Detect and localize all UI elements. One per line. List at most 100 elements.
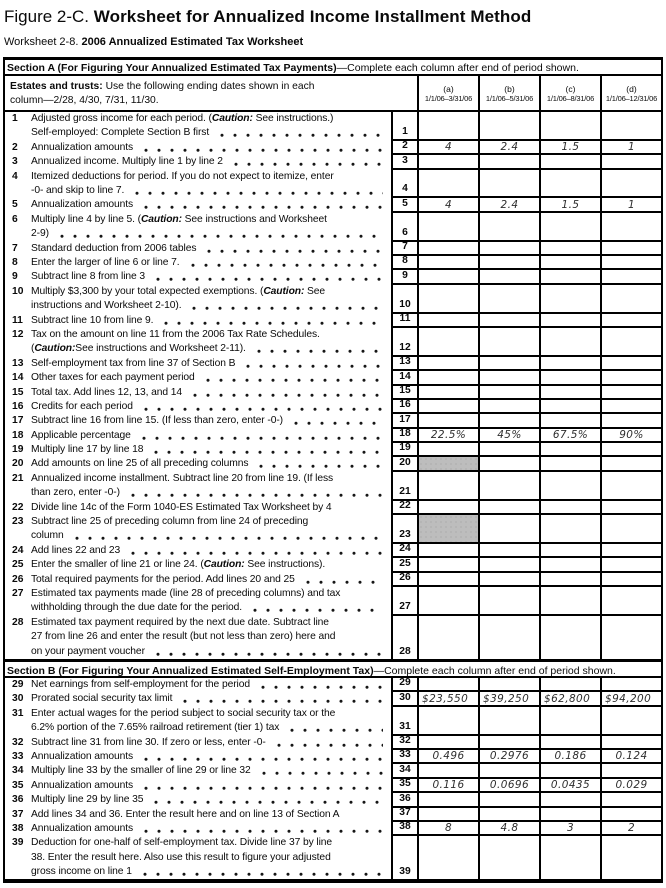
line-number-grid: 32 [391, 735, 419, 750]
line-22-description: 22 Divide line 14c of the Form 1040-ES Es… [5, 501, 391, 515]
dot-leader [255, 457, 383, 472]
line-19-description: 19 Multiply line 17 by line 18 [5, 443, 391, 458]
cell-line38-d: 2 [600, 821, 661, 837]
line-18-description: 18 Applicable percentage [5, 428, 391, 444]
preprinted-value: 2.4 [500, 198, 519, 211]
cell-line24-a [419, 544, 478, 559]
line-number-grid: 36 [391, 793, 419, 808]
line-number: 21 [12, 472, 24, 484]
cell-line13-c [539, 356, 600, 372]
cell-line1-a [419, 112, 478, 141]
cell-line30-c: $62,800 [539, 692, 600, 707]
cell-line10-d [600, 284, 661, 314]
cell-line39-c [539, 836, 600, 880]
line-13-description: 13 Self-employment tax from line 37 of Se… [5, 356, 391, 372]
line-24-description: 24 Add lines 22 and 23 [5, 543, 391, 559]
column-header-a: (a) 1/1/06–3/31/06 [417, 76, 478, 110]
worksheet-line-17: 17 Subtract line 16 from line 15. (If les… [5, 414, 661, 429]
cell-line9-c [539, 270, 600, 285]
cell-line31-b [478, 706, 539, 736]
cell-line12-d [600, 327, 661, 357]
line-number-grid: 23 [391, 515, 419, 544]
cell-line10-a [419, 285, 478, 314]
cell-line21-b [478, 471, 539, 501]
line-number: 32 [12, 736, 24, 748]
cell-line5-b: 2.4 [478, 198, 539, 213]
cell-line6-c [539, 212, 600, 242]
dot-leader [256, 677, 383, 693]
cell-line33-a: 0.496 [419, 750, 478, 765]
cell-line11-d [600, 313, 661, 328]
column-header-b: (b) 1/1/06–5/31/06 [478, 76, 539, 110]
line-number-grid: 15 [391, 385, 419, 400]
line-number-grid: 12 [391, 327, 419, 357]
preprinted-value: 1.5 [561, 140, 580, 153]
cell-line36-c [539, 793, 600, 808]
preprinted-value: 4.8 [500, 822, 519, 835]
line-number-grid: 17 [391, 414, 419, 429]
figure-title: Worksheet for Annualized Income Installm… [93, 7, 532, 26]
cell-line16-d [600, 399, 661, 415]
line-number-grid: 21 [391, 471, 419, 501]
preprinted-value: 0.029 [615, 778, 648, 791]
cell-line33-d: 0.124 [600, 749, 661, 765]
line-10-description: 10 Multiply $3,300 by your total expected… [5, 285, 391, 314]
line-number: 33 [12, 750, 24, 762]
line-39-description: 39 Deduction for one-half of self-employm… [5, 836, 391, 880]
cell-line17-d [600, 414, 661, 429]
cell-line35-d: 0.029 [600, 778, 661, 794]
line-12-description: 12 Tax on the amount on line 11 from the … [5, 328, 391, 357]
column-period: 1/1/06–8/31/06 [546, 93, 595, 103]
line-number: 37 [12, 808, 24, 820]
dot-leader [189, 385, 383, 400]
cell-line1-b [478, 112, 539, 141]
line-number-grid: 13 [391, 356, 419, 372]
cell-line19-a [419, 443, 478, 458]
cell-line26-d [600, 572, 661, 587]
cell-line13-b [478, 356, 539, 372]
worksheet-line-33: 33 Annualization amounts 33 0.496 0.2976 0.18… [5, 749, 661, 765]
line-number-grid: 27 [391, 587, 419, 616]
cell-line28-d [600, 615, 661, 659]
line-37-description: 37 Add lines 34 and 36. Enter the result … [5, 808, 391, 822]
line-14-description: 14 Other taxes for each payment period [5, 371, 391, 386]
line-number-grid: 9 [391, 270, 419, 285]
line-number: 36 [12, 794, 24, 806]
worksheet-line-6: 6 Multiply line 4 by line 5. (Caution: Se… [5, 212, 661, 242]
line-number: 28 [12, 616, 24, 628]
line-number: 3 [12, 156, 18, 168]
worksheet-name: 2006 Annualized Estimated Tax Worksheet [81, 36, 304, 48]
line-number: 15 [12, 386, 24, 398]
dot-leader [127, 543, 383, 559]
line-number-grid: 39 [391, 836, 419, 880]
line-number: 19 [12, 444, 24, 456]
dot-leader [301, 572, 383, 587]
preprinted-value: 0.0435 [550, 778, 591, 791]
worksheet-line-32: 32 Subtract line 31 from line 30. If zero… [5, 735, 661, 750]
line-3-description: 3 Annualized income. Multiply line 1 by l… [5, 155, 391, 170]
line-number: 29 [12, 678, 24, 690]
cell-line11-a [419, 314, 478, 328]
dot-leader [150, 443, 383, 458]
cell-line30-a: $23,550 [419, 692, 478, 707]
cell-line14-c [539, 371, 600, 386]
cell-line9-d [600, 270, 661, 285]
line-29-description: 29 Net earnings from self-employment for … [5, 677, 391, 693]
figure-label: Figure 2-C. [4, 7, 90, 26]
cell-line29-d [600, 677, 661, 693]
cell-line22-a [419, 501, 478, 516]
dot-leader [131, 183, 383, 199]
cell-line27-c [539, 587, 600, 616]
preprinted-value: $94,200 [605, 692, 652, 705]
cell-line19-b [478, 443, 539, 458]
preprinted-value: 2.4 [500, 140, 519, 153]
cell-line39-d [600, 836, 661, 880]
cell-line3-c [539, 155, 600, 170]
section-b-rows: 29 Net earnings from self-employment for … [5, 677, 661, 880]
preprinted-value: 90% [619, 428, 644, 441]
cell-line31-c [539, 706, 600, 736]
line-number-grid: 3 [391, 155, 419, 170]
line-number-grid: 31 [391, 706, 419, 736]
cell-line13-d [600, 356, 661, 372]
